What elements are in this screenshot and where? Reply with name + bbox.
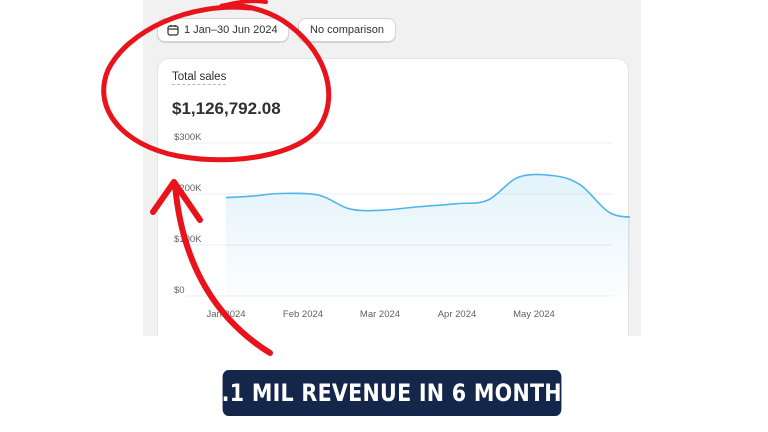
y-tick-label: $200K [174, 183, 202, 194]
sales-chart: $0 $100K $200K $300K Jan 2024 Feb 2024 Mar 202… [174, 132, 630, 320]
total-sales-card: Total sales $1,126,792.08 $0 $100K $200K $3… [157, 58, 630, 336]
date-range-button[interactable]: 1 Jan–30 Jun 2024 [157, 18, 289, 42]
sales-area [226, 174, 630, 296]
y-tick-label: $300K [174, 132, 202, 143]
date-range-label: 1 Jan–30 Jun 2024 [184, 24, 278, 36]
caption-text: 1.1 MIL REVENUE IN 6 MONTHS [207, 379, 577, 407]
y-tick-label: $0 [174, 285, 185, 296]
x-tick-label: Mar 2024 [360, 309, 400, 320]
x-tick-label: Feb 2024 [283, 309, 323, 320]
caption-banner: 1.1 MIL REVENUE IN 6 MONTHS [207, 370, 577, 416]
comparison-label: No comparison [310, 24, 384, 36]
sales-line [225, 173, 630, 218]
analytics-screenshot: 1 Jan–30 Jun 2024 No comparison Total sa… [143, 0, 641, 336]
x-tick-label: Jan 2024 [206, 309, 245, 320]
y-tick-label: $100K [174, 234, 202, 245]
comparison-button[interactable]: No comparison [298, 18, 396, 42]
calendar-icon [167, 24, 179, 36]
x-tick-label: Apr 2024 [438, 309, 477, 320]
x-tick-label: May 2024 [513, 309, 555, 320]
